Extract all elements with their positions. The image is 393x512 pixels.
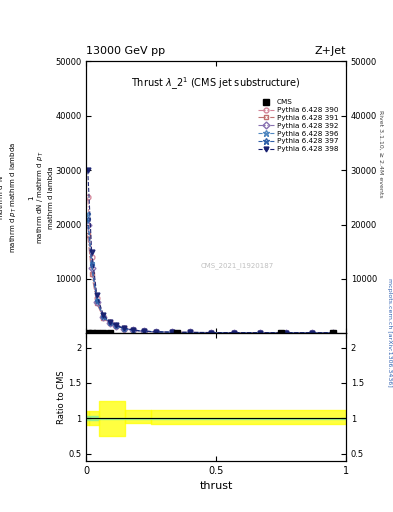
Y-axis label: mathrm d$^2$N
mathrm d $p_T$ mathrm d lambda

1
mathrm dN / mathrm d $p_T$
mathr: mathrm d$^2$N mathrm d $p_T$ mathrm d la… <box>0 142 54 253</box>
Text: Rivet 3.1.10, ≥ 2.4M events: Rivet 3.1.10, ≥ 2.4M events <box>379 110 384 198</box>
Text: Z+Jet: Z+Jet <box>314 46 346 56</box>
Y-axis label: Ratio to CMS: Ratio to CMS <box>57 370 66 424</box>
Text: 13000 GeV pp: 13000 GeV pp <box>86 46 165 56</box>
X-axis label: thrust: thrust <box>200 481 233 491</box>
Text: mcplots.cern.ch [arXiv:1306.3436]: mcplots.cern.ch [arXiv:1306.3436] <box>387 279 391 387</box>
Legend: CMS, Pythia 6.428 390, Pythia 6.428 391, Pythia 6.428 392, Pythia 6.428 396, Pyt: CMS, Pythia 6.428 390, Pythia 6.428 391,… <box>257 98 340 154</box>
Text: Thrust $\lambda\_2^1$ (CMS jet substructure): Thrust $\lambda\_2^1$ (CMS jet substruct… <box>131 75 301 92</box>
Text: CMS_2021_I1920187: CMS_2021_I1920187 <box>200 262 274 269</box>
